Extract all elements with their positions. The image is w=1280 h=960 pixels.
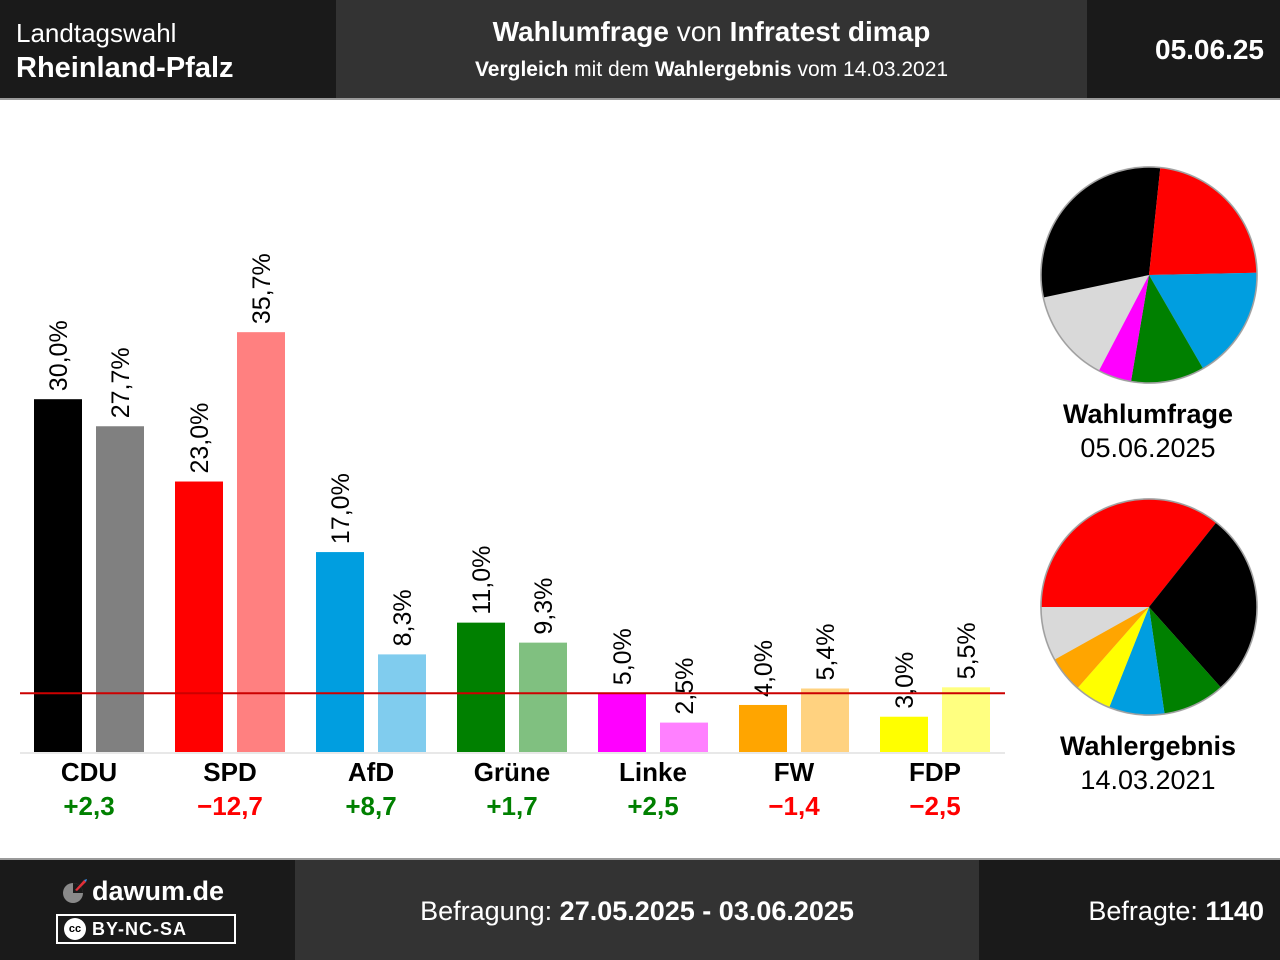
- pie-chart-result: [1040, 498, 1258, 716]
- subtitle-connector: mit dem: [568, 58, 655, 81]
- value-label-poll-linke: 5,0%: [609, 628, 637, 685]
- pie-slice-cdu: [1149, 522, 1257, 688]
- pie-slice-spd: [1149, 167, 1257, 275]
- creative-commons-icon: cc: [64, 918, 86, 940]
- category-label-linke: Linke: [619, 757, 687, 787]
- subtitle-compare-word: Vergleich: [474, 58, 569, 81]
- pie-slice-spd: [1041, 499, 1217, 607]
- respondents: Befragte: 1140: [1088, 896, 1264, 927]
- pie-result-title: Wahlergebnis: [1059, 731, 1237, 761]
- bar-result-cdu: [96, 426, 144, 752]
- category-label-cdu: CDU: [61, 757, 117, 787]
- value-label-poll-spd: 23,0%: [186, 403, 214, 474]
- survey-label: Befragung:: [420, 896, 560, 926]
- bar-result-afd: [378, 654, 426, 752]
- pie-slice-fw: [1054, 607, 1149, 689]
- license-text: BY-NC-SA: [92, 919, 188, 939]
- pie-slice-afd: [1149, 272, 1257, 369]
- pie-slice-cdu: [1041, 167, 1161, 298]
- value-label-result-spd: 35,7%: [248, 253, 276, 324]
- pie-slice-grüne: [1130, 275, 1203, 383]
- difference-label-fw: −1,4: [768, 791, 820, 821]
- value-label-result-grüne: 9,3%: [530, 578, 558, 635]
- difference-label-cdu: +2,3: [63, 791, 114, 821]
- pie-outline: [1040, 498, 1258, 716]
- title-connector: von: [668, 16, 730, 47]
- header-date-box: 05.06.25: [1087, 0, 1280, 98]
- category-label-fdp: FDP: [909, 757, 961, 787]
- pie-slice-grüne: [1149, 607, 1221, 714]
- bar-result-linke: [660, 722, 708, 752]
- value-label-result-fw: 5,4%: [812, 624, 840, 681]
- bar-poll-fdp: [880, 716, 928, 752]
- value-label-result-fdp: 5,5%: [953, 622, 981, 679]
- pie-slice-afd: [1109, 607, 1165, 715]
- bar-poll-cdu: [34, 399, 82, 752]
- logo-icon: [63, 879, 87, 903]
- pie-slice-fdp: [1077, 607, 1149, 708]
- bar-poll-linke: [598, 693, 646, 752]
- difference-label-afd: +8,7: [345, 791, 396, 821]
- value-label-poll-fdp: 3,0%: [891, 652, 919, 709]
- value-label-poll-fw: 4,0%: [750, 640, 778, 697]
- pollster-name: Infratest dimap: [729, 16, 931, 47]
- category-label-fw: FW: [774, 757, 815, 787]
- value-label-result-afd: 8,3%: [389, 589, 417, 646]
- footer-brand-box: dawum.de cc BY-NC-SA: [0, 860, 295, 960]
- footer-divider: [0, 858, 1280, 860]
- license-badge[interactable]: cc BY-NC-SA: [56, 914, 236, 944]
- footer-survey-box: Befragung: 27.05.2025 - 03.06.2025: [295, 860, 979, 960]
- value-label-poll-cdu: 30,0%: [45, 320, 73, 391]
- difference-label-spd: −12,7: [197, 791, 263, 821]
- subtitle-result-word: Wahlergebnis: [654, 58, 792, 81]
- bar-chart: 30,0% 27,7% CDU +2,3 23,0% 35,7% SPD −12,7 17,0%…: [20, 253, 1005, 821]
- category-label-grüne: Grüne: [474, 757, 551, 787]
- header-divider: [0, 98, 1280, 100]
- value-label-poll-afd: 17,0%: [327, 473, 355, 544]
- pie-poll-title: Wahlumfrage: [1062, 399, 1233, 429]
- bar-result-fw: [801, 688, 849, 752]
- pie-outline: [1040, 166, 1258, 384]
- respondents-label: Befragte:: [1088, 896, 1206, 926]
- difference-label-fdp: −2,5: [909, 791, 960, 821]
- value-label-poll-grüne: 11,0%: [468, 546, 496, 615]
- election-type: Landtagswahl: [16, 18, 177, 48]
- bar-poll-grüne: [457, 622, 505, 752]
- bar-result-spd: [237, 332, 285, 752]
- survey-period: Befragung: 27.05.2025 - 03.06.2025: [295, 896, 979, 927]
- pie-result-date: 14.03.2021: [1080, 765, 1216, 795]
- header-title: Wahlumfrage von Infratest dimap Vergleic…: [336, 0, 1087, 98]
- footer-respondents-box: Befragte: 1140: [979, 860, 1280, 960]
- value-label-result-linke: 2,5%: [671, 658, 699, 715]
- page-title: Wahlumfrage von Infratest dimap: [336, 16, 1087, 48]
- respondents-count: 1140: [1205, 896, 1264, 926]
- page-subtitle: Vergleich mit dem Wahlergebnis vom 14.03…: [336, 58, 1087, 82]
- bar-result-grüne: [519, 642, 567, 752]
- survey-dates: 27.05.2025 - 03.06.2025: [559, 896, 854, 926]
- state-name: Rheinland-Pfalz: [16, 52, 234, 84]
- pie-chart-poll: [1040, 166, 1258, 384]
- header-region: Landtagswahl Rheinland-Pfalz: [0, 0, 336, 98]
- category-label-afd: AfD: [348, 757, 394, 787]
- difference-label-linke: +2,5: [627, 791, 678, 821]
- bar-result-fdp: [942, 687, 990, 752]
- pie-poll-date: 05.06.2025: [1080, 433, 1216, 463]
- category-label-spd: SPD: [203, 757, 256, 787]
- subtitle-date: vom 14.03.2021: [791, 58, 949, 81]
- bar-poll-fw: [739, 704, 787, 752]
- title-poll-word: Wahlumfrage: [492, 16, 669, 47]
- poll-date: 05.06.25: [1155, 34, 1264, 65]
- brand-name[interactable]: dawum.de: [92, 876, 225, 906]
- value-label-result-cdu: 27,7%: [107, 347, 135, 418]
- bar-poll-spd: [175, 481, 223, 752]
- bar-poll-afd: [316, 552, 364, 752]
- difference-label-grüne: +1,7: [486, 791, 537, 821]
- pie-slice-linke: [1098, 275, 1149, 382]
